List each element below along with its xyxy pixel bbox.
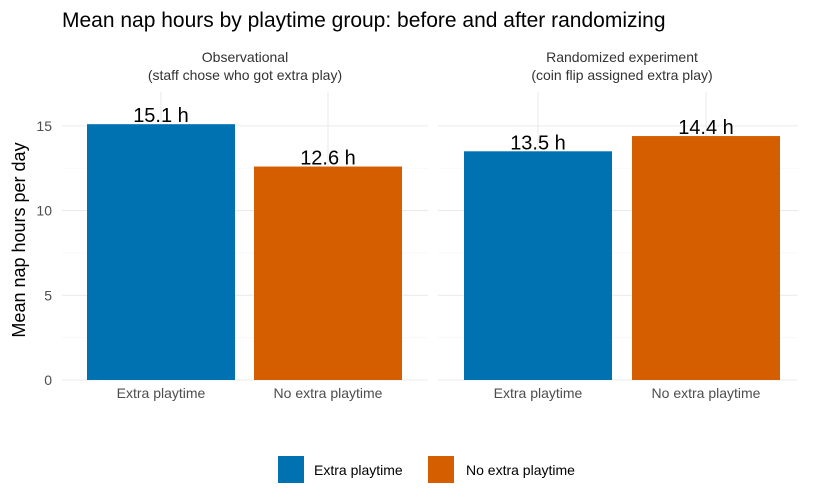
y-tick-label: 5	[44, 287, 52, 303]
panel-randomized: Randomized experiment (coin flip assigne…	[438, 49, 798, 401]
legend-label-extra-playtime: Extra playtime	[314, 462, 403, 478]
panel-title-line1: Observational	[202, 49, 288, 65]
data-label: 14.4 h	[678, 117, 734, 139]
y-tick-label: 15	[36, 118, 52, 134]
y-tick-label: 10	[36, 203, 52, 219]
chart-title: Mean nap hours by playtime group: before…	[62, 9, 666, 32]
bar	[632, 136, 780, 380]
legend-swatch-no-extra-playtime	[428, 456, 454, 483]
legend-swatch-extra-playtime	[278, 456, 304, 483]
data-label: 13.5 h	[510, 132, 566, 154]
panel-title-line2: (staff chose who got extra play)	[148, 67, 342, 83]
panel-title-line2: (coin flip assigned extra play)	[531, 67, 712, 83]
data-label: 15.1 h	[133, 105, 189, 127]
data-label: 12.6 h	[300, 148, 356, 170]
y-tick-label: 0	[44, 372, 52, 388]
x-tick-label: No extra playtime	[274, 385, 383, 401]
legend-label-no-extra-playtime: No extra playtime	[466, 462, 575, 478]
y-axis-label: Mean nap hours per day	[9, 142, 29, 337]
x-tick-label: No extra playtime	[652, 385, 761, 401]
panel-title-line1: Randomized experiment	[546, 49, 698, 65]
legend: Extra playtime No extra playtime	[278, 456, 575, 483]
panel-observational: Observational (staff chose who got extra…	[36, 49, 428, 401]
bar	[254, 166, 402, 380]
bar	[464, 151, 612, 380]
bar	[87, 124, 235, 380]
x-tick-label: Extra playtime	[117, 385, 206, 401]
x-tick-label: Extra playtime	[494, 385, 583, 401]
